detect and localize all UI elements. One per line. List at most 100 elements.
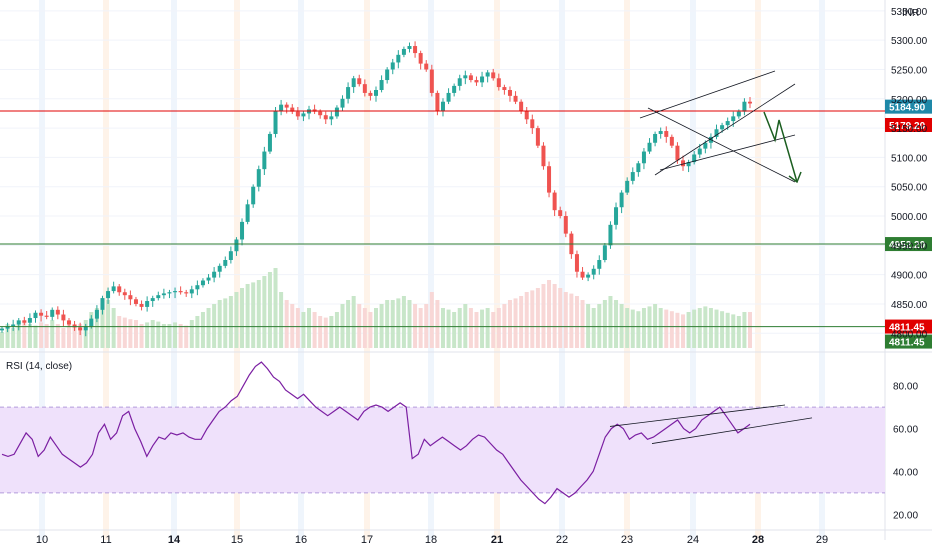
- volume-bar: [457, 308, 462, 348]
- price-badge: [885, 319, 932, 334]
- volume-bar: [33, 325, 38, 348]
- candle-body: [234, 239, 239, 252]
- volume-bar: [535, 288, 540, 348]
- volume-bar: [212, 304, 217, 348]
- volume-bar: [379, 304, 384, 348]
- candle-body: [66, 320, 71, 325]
- candle-body: [558, 210, 563, 217]
- horizontal-levels: [0, 110, 885, 328]
- candle-body: [50, 309, 55, 317]
- candle-body: [485, 72, 490, 77]
- candle-body: [675, 145, 680, 161]
- volume-bar: [150, 320, 155, 348]
- candle-body: [167, 292, 172, 294]
- volume-bar: [703, 306, 708, 348]
- candle-body: [742, 101, 747, 112]
- candle-body: [658, 131, 663, 134]
- candle-body: [323, 115, 328, 120]
- volume-bar: [452, 312, 457, 348]
- volume-bar: [240, 288, 245, 348]
- volume-bar: [574, 296, 579, 348]
- volume-bar: [597, 304, 602, 348]
- candle-body: [440, 101, 445, 111]
- candle-body: [256, 169, 261, 187]
- volume-bar: [480, 309, 485, 348]
- volume-bar: [173, 322, 178, 348]
- candle-body: [463, 75, 468, 79]
- volume-bar: [697, 308, 702, 348]
- candle-body: [664, 131, 669, 137]
- candle-body: [189, 289, 194, 294]
- candle-body: [396, 54, 401, 63]
- volume-bar: [641, 308, 646, 348]
- time-tick-label: 17: [361, 534, 373, 546]
- price-tick-label: 4900.00: [891, 271, 928, 282]
- time-tick-label: 22: [556, 534, 568, 546]
- candle-body: [150, 298, 155, 302]
- candle-body: [435, 92, 440, 111]
- session-band: [690, 0, 696, 540]
- rsi-tick-label: 20.00: [893, 510, 918, 521]
- volume-bar: [0, 332, 4, 348]
- vertical-bands: [39, 0, 825, 540]
- candle-body: [334, 107, 339, 117]
- candle-body: [290, 107, 295, 112]
- volume-bar: [748, 312, 752, 348]
- volume-bar: [714, 309, 719, 348]
- volume-bar: [128, 319, 133, 348]
- session-band: [171, 0, 177, 540]
- candle-body: [100, 298, 105, 310]
- candle-body: [524, 110, 529, 120]
- volume-bar: [22, 320, 27, 348]
- candle-body: [273, 110, 278, 134]
- candle-body: [184, 292, 189, 294]
- candle-body: [597, 260, 602, 269]
- volume-bar: [161, 324, 166, 348]
- volume-bar: [55, 324, 60, 348]
- candle-body: [446, 92, 451, 102]
- volume-bar: [184, 325, 189, 348]
- volume-bar: [686, 312, 691, 348]
- candle-body: [33, 312, 38, 319]
- candle-body: [686, 162, 691, 167]
- volume-bar: [736, 316, 741, 348]
- volume-bar: [647, 306, 652, 348]
- price-badge: [885, 334, 932, 349]
- currency-label: INR: [902, 8, 919, 19]
- candle-body: [374, 90, 378, 96]
- volume-bar: [435, 300, 440, 348]
- time-tick-label: 29: [816, 534, 828, 546]
- volume-bar: [16, 324, 21, 348]
- candles: [0, 41, 752, 337]
- volume-bar: [720, 311, 725, 348]
- price-tick-label: 5350.00: [891, 7, 928, 18]
- candle-body: [491, 72, 496, 79]
- volume-bar: [290, 304, 295, 348]
- volume-bar: [429, 292, 434, 348]
- volume-bar: [496, 308, 501, 348]
- candle-body: [39, 312, 44, 316]
- volume-bar: [139, 324, 144, 348]
- candle-body: [636, 163, 641, 173]
- volume-bar: [351, 296, 356, 348]
- candle-body: [111, 286, 116, 292]
- candle-body: [496, 78, 501, 88]
- price-tick-label: 4950.00: [891, 241, 928, 252]
- volume-bar: [340, 304, 345, 348]
- candle-body: [122, 292, 127, 296]
- candle-body: [457, 78, 462, 86]
- candle-body: [351, 78, 356, 88]
- price-tick-label: 5100.00: [891, 153, 928, 164]
- candle-body: [535, 128, 540, 146]
- candle-body: [72, 324, 77, 328]
- volume-bar: [267, 272, 272, 348]
- candle-body: [195, 285, 200, 290]
- candle-body: [245, 204, 250, 222]
- volume-bar: [507, 300, 512, 348]
- volume-bar: [78, 324, 83, 348]
- candle-body: [94, 309, 99, 319]
- candle-body: [586, 274, 591, 278]
- candle-body: [301, 113, 306, 117]
- volume-bar: [602, 300, 607, 348]
